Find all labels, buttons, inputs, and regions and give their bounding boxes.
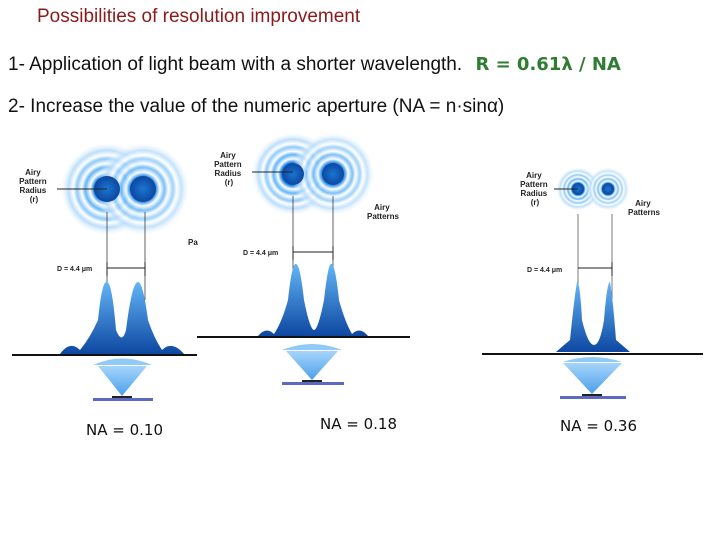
na-label-panel-1: NA = 0.10 — [86, 421, 163, 439]
objective-lens — [282, 344, 342, 350]
specimen-slide — [93, 398, 153, 401]
light-cone — [98, 366, 147, 396]
intensity-profile — [60, 281, 184, 354]
point-2: 2- Increase the value of the numeric ape… — [8, 96, 505, 117]
specimen-slide — [560, 396, 626, 399]
airy-radius-label: Airy Pattern Radius (r) — [520, 171, 550, 207]
na-label-panel-3: NA = 0.36 — [560, 417, 637, 435]
airy-patterns-label: Airy Patterns — [628, 199, 661, 217]
slide-title: Possibilities of resolution improvement — [37, 6, 361, 27]
airy-radius-label: Airy Pattern Radius (r) — [214, 151, 244, 187]
airy-core-right — [602, 183, 614, 195]
panel-na-018: Airy Pattern Radius (r) Airy Patterns D … — [197, 132, 410, 385]
airy-core-right — [322, 163, 344, 185]
airy-core-left — [282, 163, 304, 185]
distance-label: D = 4.4 μm — [527, 267, 562, 274]
light-cone — [563, 363, 622, 394]
airy-core-right — [130, 176, 156, 202]
specimen-slide — [282, 382, 344, 385]
airy-radius-label: Airy Pattern Radius (r) — [19, 168, 49, 204]
panel-na-036: Airy Pattern Radius (r) Airy Patterns D … — [482, 167, 703, 399]
na-label-panel-2: NA = 0.18 — [320, 415, 397, 433]
distance-label: D = 4.4 μm — [243, 250, 278, 257]
airy-patterns-label: Airy Patterns — [367, 203, 400, 221]
cropped-label: Pa — [188, 238, 198, 247]
point-1: 1- Application of light beam with a shor… — [8, 54, 621, 76]
light-cone — [286, 351, 338, 380]
objective-lens — [563, 357, 622, 362]
panel-na-010: Airy Pattern Radius (r) Pa D = 4.4 μm — [12, 142, 198, 401]
resolution-formula: R = 0.61λ / NA — [475, 54, 621, 75]
distance-label: D = 4.4 μm — [57, 266, 92, 273]
objective-lens — [93, 358, 152, 365]
intensity-profile — [258, 263, 368, 336]
intensity-profile — [556, 282, 630, 352]
point-1-text: 1- Application of light beam with a shor… — [8, 54, 463, 75]
